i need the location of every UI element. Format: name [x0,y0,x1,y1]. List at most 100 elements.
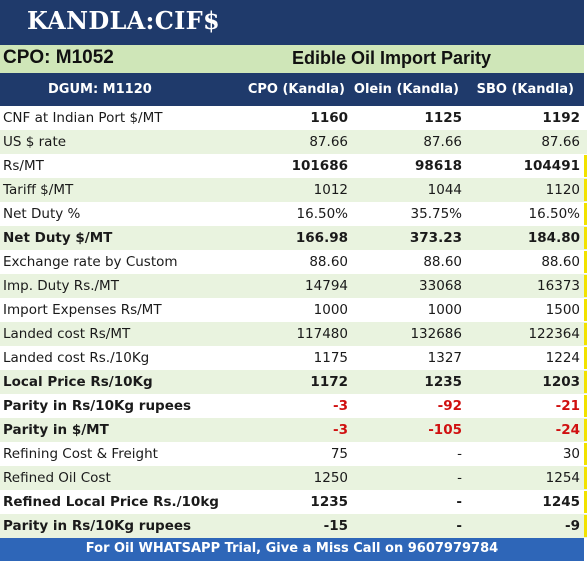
cpo-value: 1160 [310,110,348,126]
sbo-value: 122364 [528,326,580,342]
sbo-value: 30 [562,446,580,462]
olein-value: 88.60 [423,254,462,270]
table-row: Net Duty $/MT 166.98 373.23 184.80 [0,226,587,250]
sbo-value: -21 [555,398,580,414]
column-header-label: DGUM: M1120 [48,82,152,97]
row-label: Exchange rate by Custom [3,254,178,270]
olein-value: 98618 [415,158,462,174]
column-header-olein: Olein (Kandla) [353,82,459,97]
sbo-value: 1245 [542,494,580,510]
olein-value: - [457,446,462,462]
sbo-value: 1254 [545,470,580,486]
row-highlight-marker [584,299,587,321]
table-row: Refined Oil Cost 1250 - 1254 [0,466,587,490]
cpo-value: -3 [333,422,348,438]
cpo-value: 166.98 [295,230,348,246]
cpo-value: 117480 [296,326,348,342]
cpo-value: 1175 [313,350,348,366]
row-label: Refined Local Price Rs./10kg [3,494,219,510]
cpo-value: 1235 [310,494,348,510]
olein-value: 1000 [427,302,462,318]
row-label: US $ rate [3,134,67,150]
table-row: Parity in Rs/10Kg rupees -15 - -9 [0,514,587,538]
title-bar: KANDLA:CIF$ [0,0,584,45]
row-label: Parity in Rs/10Kg rupees [3,398,192,414]
subheader-subject: Edible Oil Import Parity [292,48,492,68]
table-row: Refined Local Price Rs./10kg 1235 - 1245 [0,490,587,514]
row-label: Net Duty $/MT [3,230,113,246]
row-highlight-marker [584,179,587,201]
row-label: Refined Oil Cost [3,470,111,486]
cpo-value: -15 [323,518,348,534]
cpo-value: 1012 [313,182,348,198]
sbo-value: -9 [565,518,580,534]
cpo-value: 14794 [305,278,348,294]
table-row: CNF at Indian Port $/MT 1160 1125 1192 [0,106,587,130]
table-row: Imp. Duty Rs./MT 14794 33068 16373 [0,274,587,298]
table-row: Landed cost Rs./10Kg 1175 1327 1224 [0,346,587,370]
row-label: Local Price Rs/10Kg [3,374,153,390]
row-label: Landed cost Rs/MT [3,326,131,342]
sbo-value: 16373 [537,278,580,294]
row-label: CNF at Indian Port $/MT [3,110,163,126]
cpo-value: 87.66 [309,134,348,150]
olein-value: 1235 [424,374,462,390]
row-highlight-marker [584,155,587,177]
olein-value: 1125 [424,110,462,126]
row-label: Import Expenses Rs/MT [3,302,162,318]
sbo-value: 1203 [542,374,580,390]
olein-value: - [456,494,462,510]
olein-value: - [456,518,462,534]
olein-value: 373.23 [409,230,462,246]
sbo-value: 87.66 [541,134,580,150]
column-header-sbo: SBO (Kandla) [476,82,574,97]
table-header: DGUM: M1120 CPO (Kandla) Olein (Kandla) … [0,73,584,106]
row-highlight-marker [584,419,587,441]
table-row: US $ rate 87.66 87.66 87.66 [0,130,587,154]
row-label: Refining Cost & Freight [3,446,158,462]
row-highlight-marker [584,467,587,489]
row-highlight-marker [584,227,587,249]
cpo-value: 1000 [313,302,348,318]
sbo-value: 1224 [545,350,580,366]
row-label: Parity in $/MT [3,422,109,438]
subheader-code: CPO: M1052 [3,47,114,68]
cpo-value: 75 [330,446,348,462]
olein-value: - [457,470,462,486]
row-highlight-marker [584,395,587,417]
sbo-value: 16.50% [528,206,580,222]
olein-value: 1044 [427,182,462,198]
cpo-value: -3 [333,398,348,414]
row-highlight-marker [584,443,587,465]
sbo-value: 104491 [523,158,580,174]
row-highlight-marker [584,323,587,345]
column-header-cpo: CPO (Kandla) [247,82,345,97]
table-row: Parity in Rs/10Kg rupees -3 -92 -21 [0,394,587,418]
row-highlight-marker [584,275,587,297]
sbo-value: 88.60 [541,254,580,270]
row-highlight-marker [584,203,587,225]
row-highlight-marker [584,371,587,393]
olein-value: 33068 [419,278,462,294]
row-label: Tariff $/MT [3,182,74,198]
cpo-value: 16.50% [296,206,348,222]
table-row: Net Duty % 16.50% 35.75% 16.50% [0,202,587,226]
footer-text: For Oil WHATSAPP Trial, Give a Miss Call… [85,541,499,556]
cpo-value: 88.60 [309,254,348,270]
table-row: Exchange rate by Custom 88.60 88.60 88.60 [0,250,587,274]
row-label: Rs/MT [3,158,44,174]
olein-value: -105 [428,422,462,438]
olein-value: 1327 [427,350,462,366]
olein-value: -92 [437,398,462,414]
row-highlight-marker [584,491,587,513]
cpo-value: 101686 [291,158,348,174]
subheader-bar: CPO: M1052 Edible Oil Import Parity [0,45,584,73]
table-row: Landed cost Rs/MT 117480 132686 122364 [0,322,587,346]
page-title: KANDLA:CIF$ [27,6,220,35]
sbo-value: 1192 [542,110,580,126]
table-row: Rs/MT 101686 98618 104491 [0,154,587,178]
footer-bar: For Oil WHATSAPP Trial, Give a Miss Call… [0,538,584,561]
olein-value: 132686 [410,326,462,342]
table-row: Import Expenses Rs/MT 1000 1000 1500 [0,298,587,322]
row-label: Landed cost Rs./10Kg [3,350,150,366]
